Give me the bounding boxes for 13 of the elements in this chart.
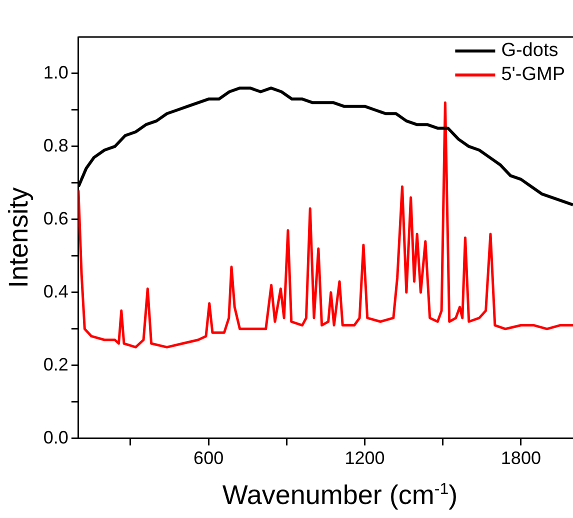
y-tick-label: 1.0 [43, 62, 68, 82]
x-axis-title: Wavenumber (cm$^{-1}$) [221, 479, 459, 511]
x-tick-label: 1200 [344, 448, 385, 468]
y-tick-label: 0.2 [43, 354, 68, 374]
y-axis-title: Intensity [4, 186, 34, 288]
legend-label: G-dots [501, 40, 558, 62]
legend-label: 5'-GMP [501, 64, 566, 86]
x-tick-label: 600 [194, 448, 224, 468]
y-tick-label: 0.6 [43, 208, 68, 228]
y-tick-label: 0.0 [43, 427, 68, 448]
x-tick-label: 1800 [500, 448, 541, 468]
y-tick-label: 0.4 [43, 281, 68, 302]
y-tick-label: 0.8 [43, 135, 68, 156]
